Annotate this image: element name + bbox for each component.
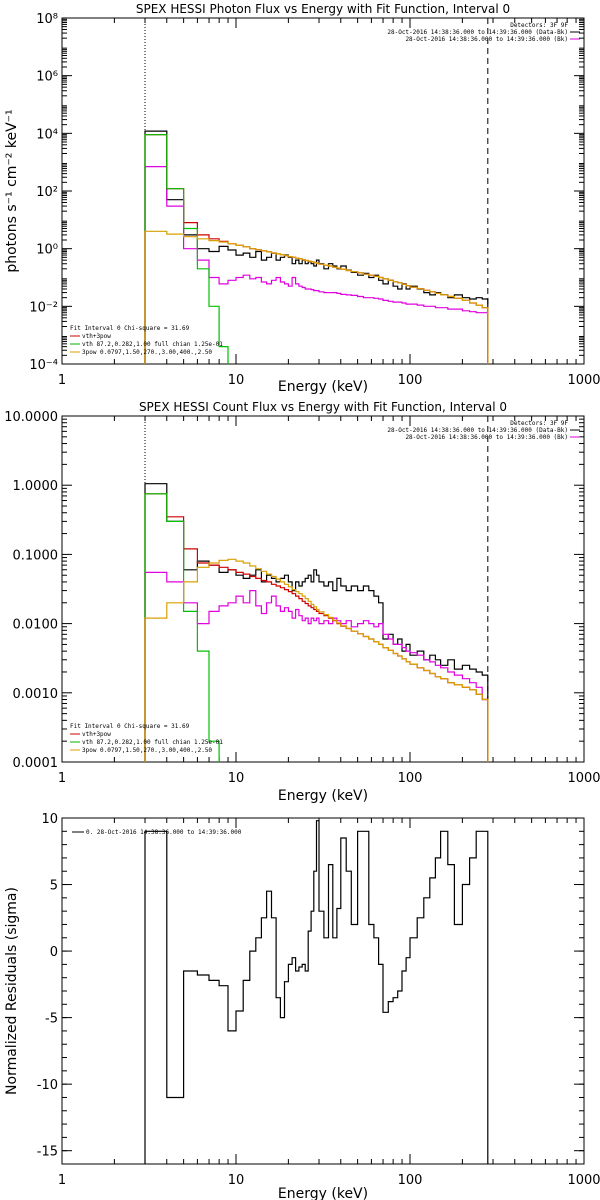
chart-title: SPEX HESSI Count Flux vs Energy with Fit… (139, 400, 507, 414)
y-axis: 10⁻⁴ 10⁻² 10⁰ 10² 10⁴ 10⁶ 10⁸ (29, 12, 584, 373)
series-line-data-bk (144, 483, 489, 762)
legend: Fit Interval 0 Chi-square = 31.69vth+3po… (70, 723, 223, 754)
y-tick-label: 10⁻² (29, 300, 58, 315)
x-tick-label: 100 (398, 771, 423, 786)
y-tick-label: 10 (41, 812, 58, 827)
series-line-vth-3pow (144, 134, 489, 364)
chart-panel-1: SPEX HESSI Photon Flux vs Energy with Fi… (4, 2, 600, 395)
legend-entry: vth+3pow (82, 731, 111, 738)
plot-frame (61, 817, 585, 1165)
y-axis-label: Normalized Residuals (sigma) (4, 887, 20, 1095)
series-group (144, 820, 489, 1164)
x-tick-label: 100 (398, 373, 423, 388)
y-tick-label: 0.0010 (13, 687, 59, 702)
series-line-bk (144, 166, 489, 364)
x-tick-label: 10 (228, 373, 245, 388)
x-axis-label: Energy (keV) (278, 788, 368, 804)
y-tick-label: 10⁸ (36, 12, 58, 27)
header-line: 28-Oct-2016 14:38:36.000 to 14:39:36.000… (405, 434, 568, 441)
plot-frame (61, 17, 585, 365)
header-line: 28-Oct-2016 14:38:36.000 to 14:39:36.000… (387, 427, 568, 434)
x-axis-label: Energy (keV) (278, 1186, 368, 1200)
y-tick-label: -15 (37, 1145, 58, 1160)
y-axis: -15 -10 -5 0 5 10 (37, 812, 584, 1165)
legend-title: Fit Interval 0 Chi-square = 31.69 (70, 325, 190, 332)
legend-entry: vth+3pow (82, 333, 111, 340)
y-axis-label: photons s⁻¹ cm⁻² keV⁻¹ (4, 109, 20, 272)
x-axis-label: Energy (keV) (278, 379, 368, 395)
legend: 0. 28-Oct-2016 14:38:36.000 to 14:39:36.… (72, 829, 242, 836)
y-tick-label: 10.0000 (4, 410, 58, 425)
y-tick-label: 10² (36, 185, 58, 200)
y-tick-label: 1.0000 (13, 479, 59, 494)
x-tick-label: 1000 (567, 373, 600, 388)
series-line-bk (144, 571, 489, 762)
y-tick-label: 0.0001 (13, 756, 59, 771)
y-tick-label: 10⁶ (36, 70, 58, 85)
x-tick-label: 1 (58, 373, 66, 388)
x-tick-label: 10 (228, 1173, 245, 1188)
x-tick-label: 10 (228, 771, 245, 786)
legend-entry: 3pow 0.0797,1.50,270.,3.00,400.,2.50 (82, 747, 212, 754)
series-line-0-28-oct-2016-14-38-36-000-to-14-39-36-000 (144, 820, 489, 1164)
header-line: Detectors: 3F 9F (510, 22, 568, 29)
y-tick-label: 5 (50, 879, 58, 894)
legend-entry: 3pow 0.0797,1.50,270.,3.00,400.,2.50 (82, 349, 212, 356)
legend-entry: vth 87.2,0.282,1.00 full chian 1.25e-01 (82, 341, 223, 348)
series-line-vth (144, 493, 220, 762)
x-tick-label: 1000 (567, 771, 600, 786)
series-group (144, 483, 489, 762)
header-line: 28-Oct-2016 14:38:36.000 to 14:39:36.000… (405, 36, 568, 43)
x-tick-label: 100 (398, 1173, 423, 1188)
x-axis: 1 10 100 1000 (58, 818, 600, 1188)
series-group (144, 130, 489, 364)
x-tick-label: 1 (58, 1173, 66, 1188)
y-tick-label: 10⁻⁴ (29, 358, 58, 373)
chart-panel-2: SPEX HESSI Count Flux vs Energy with Fit… (4, 400, 600, 804)
header-line: 28-Oct-2016 14:38:36.000 to 14:39:36.000… (387, 29, 568, 36)
y-tick-label: 0 (50, 945, 58, 960)
y-tick-label: -10 (37, 1078, 58, 1093)
series-line-3pow (144, 230, 489, 364)
y-tick-label: 0.0100 (13, 618, 59, 633)
y-tick-label: 0.1000 (13, 548, 59, 563)
chart-panel-3: 1 10 100 1000 Energy (keV) -15 -10 -5 0 5 10 Normal… (4, 812, 600, 1200)
x-tick-label: 1 (58, 771, 66, 786)
y-tick-label: 10⁰ (36, 243, 58, 258)
header-line: Detectors: 3F 9F (510, 420, 568, 427)
legend-title: Fit Interval 0 Chi-square = 31.69 (70, 723, 190, 730)
series-line-3pow (144, 558, 489, 762)
y-tick-label: 10⁴ (36, 127, 58, 142)
x-tick-label: 1000 (567, 1173, 600, 1188)
series-line-vth-3pow (144, 493, 489, 762)
x-axis: 1 10 100 1000 (58, 18, 600, 388)
series-line-vth (144, 134, 229, 364)
chart-title: SPEX HESSI Photon Flux vs Energy with Fi… (136, 2, 510, 16)
x-axis: 1 10 100 1000 (58, 416, 600, 786)
legend: Fit Interval 0 Chi-square = 31.69vth+3po… (70, 325, 223, 356)
legend-entry: 0. 28-Oct-2016 14:38:36.000 to 14:39:36.… (86, 829, 242, 836)
plot-frame (61, 415, 585, 763)
series-line-data-bk (144, 130, 489, 364)
y-tick-label: -5 (45, 1012, 58, 1027)
y-axis: 0.0001 0.0010 0.0100 0.1000 1.0000 10.0000 (4, 410, 584, 771)
legend-entry: vth 87.2,0.282,1.00 full chian 1.25e-01 (82, 739, 223, 746)
